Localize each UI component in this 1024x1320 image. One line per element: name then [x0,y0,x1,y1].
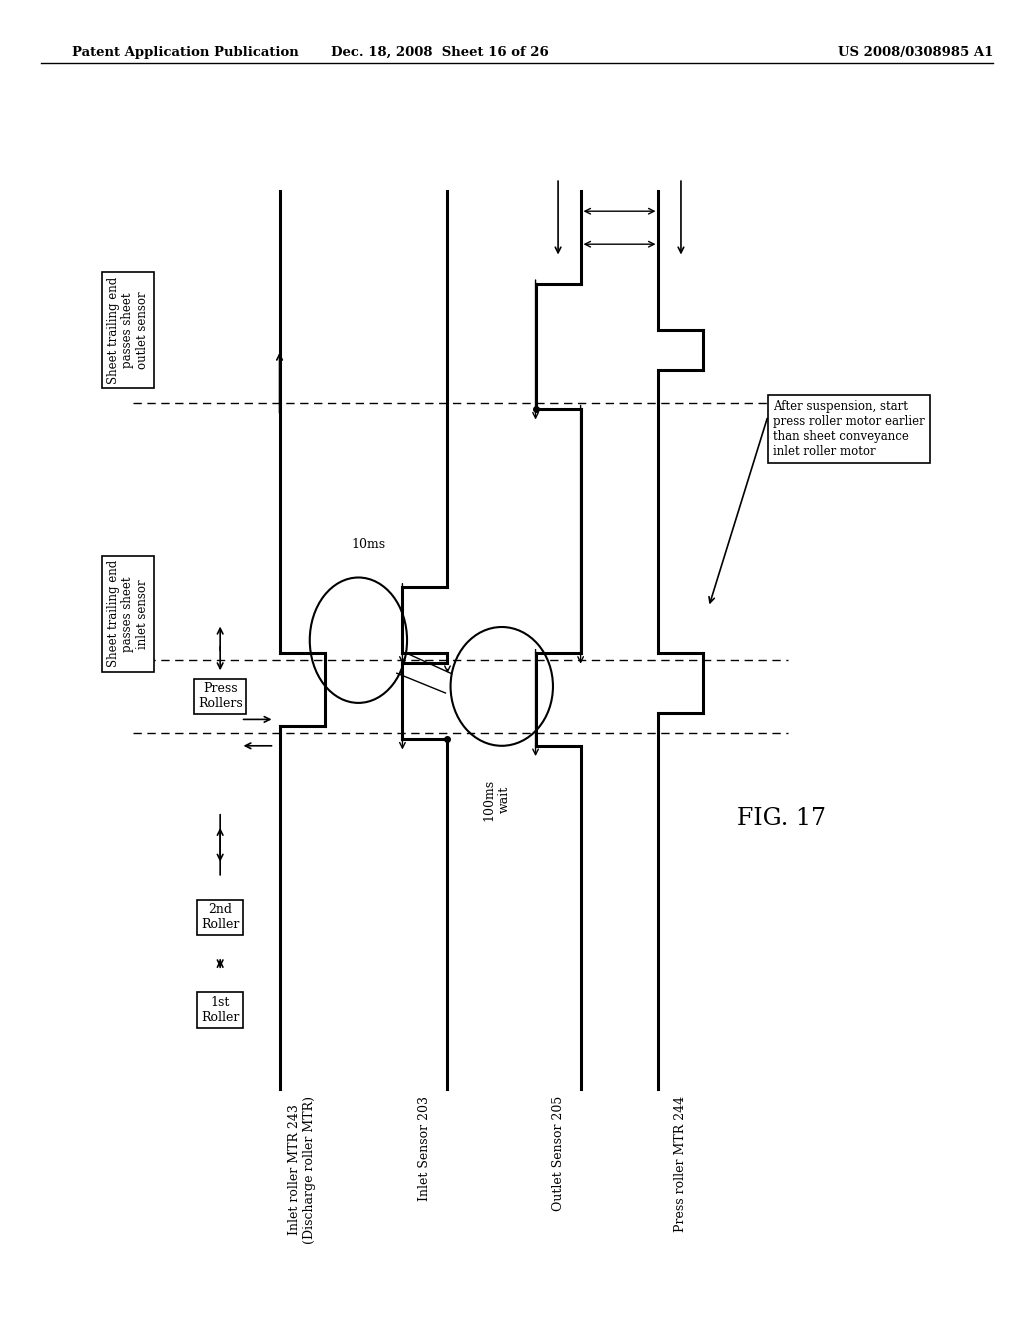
Text: Inlet Sensor 203: Inlet Sensor 203 [419,1096,431,1201]
Text: Inlet roller MTR 243
(Discharge roller MTR): Inlet roller MTR 243 (Discharge roller M… [288,1096,316,1243]
Text: Press roller MTR 244: Press roller MTR 244 [675,1096,687,1232]
Text: FIG. 17: FIG. 17 [737,807,826,830]
Text: Press
Rollers: Press Rollers [198,682,243,710]
Text: 100ms
wait: 100ms wait [482,779,511,821]
Text: US 2008/0308985 A1: US 2008/0308985 A1 [838,46,993,59]
Text: Sheet trailing end
passes sheet
outlet sensor: Sheet trailing end passes sheet outlet s… [106,276,150,384]
Text: 2nd
Roller: 2nd Roller [201,903,240,932]
Text: Dec. 18, 2008  Sheet 16 of 26: Dec. 18, 2008 Sheet 16 of 26 [332,46,549,59]
Text: 1st
Roller: 1st Roller [201,995,240,1024]
Text: Sheet trailing end
passes sheet
inlet sensor: Sheet trailing end passes sheet inlet se… [106,560,150,668]
Text: Patent Application Publication: Patent Application Publication [72,46,298,59]
Text: 10ms: 10ms [351,539,386,552]
Text: Outlet Sensor 205: Outlet Sensor 205 [552,1096,564,1210]
Text: After suspension, start
press roller motor earlier
than sheet conveyance
inlet r: After suspension, start press roller mot… [773,400,925,458]
